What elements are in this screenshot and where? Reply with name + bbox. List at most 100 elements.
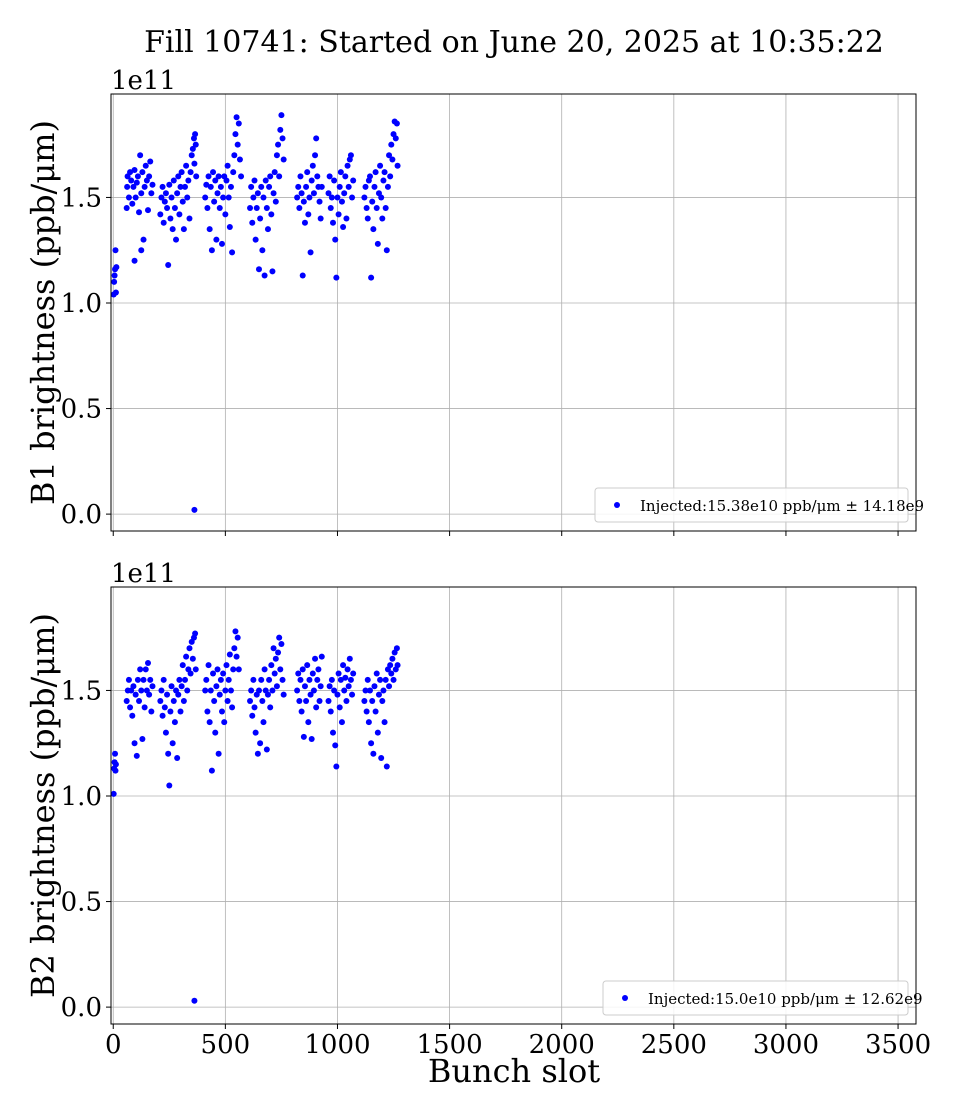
data-point [341, 190, 348, 197]
data-point [318, 183, 325, 190]
data-point [275, 141, 282, 148]
data-point [168, 683, 175, 690]
data-point [252, 236, 259, 243]
data-point [178, 169, 185, 176]
data-point [138, 687, 145, 694]
data-point [164, 691, 171, 698]
y-tick-label: 1.5 [61, 183, 102, 213]
data-point [326, 173, 333, 180]
y-tick-label: 0.5 [61, 888, 102, 918]
data-point [184, 687, 191, 694]
data-point [304, 169, 311, 176]
data-point [341, 687, 348, 694]
data-point [112, 767, 119, 774]
data-point [137, 152, 144, 159]
data-point [331, 177, 338, 184]
data-point [187, 670, 194, 677]
data-point [191, 997, 198, 1004]
data-point [213, 236, 220, 243]
data-point [161, 704, 168, 711]
data-point [277, 126, 284, 133]
data-point [214, 666, 221, 673]
data-point [136, 209, 143, 216]
data-point [169, 740, 176, 747]
data-point [259, 247, 266, 254]
y-axis-label: B1 brightness (ppb/μm) [24, 120, 62, 505]
data-point [234, 634, 241, 641]
data-point [372, 708, 379, 715]
data-point [211, 198, 218, 205]
data-point [378, 194, 385, 201]
data-point [112, 289, 119, 296]
data-point [189, 145, 196, 152]
data-point [363, 205, 370, 211]
data-point [166, 181, 173, 188]
legend-box [594, 487, 909, 523]
data-point [325, 698, 332, 704]
data-point [192, 666, 199, 673]
data-point [347, 676, 354, 683]
data-point [328, 676, 335, 683]
data-point [338, 719, 345, 726]
data-point [225, 194, 232, 201]
data-point [158, 687, 165, 694]
data-point [207, 687, 214, 694]
data-point [132, 194, 139, 201]
data-point [344, 666, 351, 673]
data-point [387, 173, 394, 180]
data-point [369, 698, 376, 704]
data-point [146, 691, 153, 698]
data-point [235, 120, 242, 127]
data-point [279, 676, 286, 683]
data-point [226, 224, 233, 230]
data-point [374, 729, 381, 736]
data-point [270, 190, 277, 197]
x-tick-label: 2500 [641, 1030, 707, 1060]
data-point [350, 670, 357, 677]
data-point [211, 698, 218, 704]
data-point [388, 670, 395, 677]
data-point [254, 190, 261, 197]
data-point [297, 173, 304, 180]
data-point [148, 190, 155, 197]
data-point [337, 169, 344, 176]
data-point [268, 211, 275, 218]
data-point [142, 162, 149, 169]
data-point [232, 131, 239, 138]
data-point [393, 120, 400, 127]
data-point [222, 687, 229, 694]
data-point [255, 687, 262, 694]
data-point [131, 257, 138, 264]
data-point [340, 662, 347, 669]
data-point [180, 226, 187, 233]
data-point [177, 708, 184, 715]
data-point [325, 190, 332, 197]
data-point [349, 194, 356, 201]
data-point [386, 152, 393, 159]
data-point [162, 729, 169, 736]
data-point [139, 169, 146, 176]
data-point [368, 740, 375, 747]
data-point [335, 670, 342, 677]
data-point [296, 698, 303, 704]
data-point [299, 666, 306, 673]
data-point [234, 141, 241, 148]
data-point [308, 177, 315, 184]
data-point [223, 177, 230, 184]
data-point [306, 676, 313, 683]
data-point [176, 211, 183, 218]
data-point [178, 683, 185, 690]
data-point [271, 169, 278, 176]
data-point [381, 169, 388, 176]
data-point [373, 670, 380, 677]
data-point [272, 198, 279, 205]
data-point [210, 169, 217, 176]
data-point [159, 183, 166, 190]
data-point [259, 698, 266, 704]
data-point [309, 162, 316, 169]
data-point [148, 708, 155, 715]
data-point [183, 653, 190, 660]
data-point [268, 662, 275, 669]
data-point [187, 169, 194, 176]
data-point [361, 194, 368, 201]
